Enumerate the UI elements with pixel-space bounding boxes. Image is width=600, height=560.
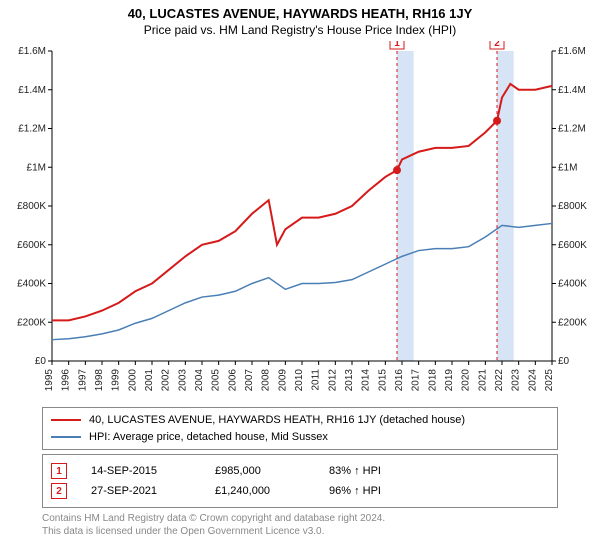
- svg-text:2004: 2004: [194, 369, 205, 392]
- svg-text:£1M: £1M: [27, 162, 46, 173]
- svg-text:2007: 2007: [244, 369, 255, 392]
- svg-text:2011: 2011: [311, 369, 322, 391]
- svg-text:2022: 2022: [494, 369, 505, 392]
- sales-table: 1 14-SEP-2015 £985,000 83% ↑ HPI 2 27-SEP-202…: [42, 454, 558, 508]
- svg-text:2020: 2020: [461, 369, 472, 392]
- footer-line-1: Contains HM Land Registry data © Crown c…: [42, 512, 558, 525]
- chart-svg: £0 £0 £200K £200K £400K £400K £600K £600K £800K £…: [0, 41, 600, 401]
- svg-text:£1.6M: £1.6M: [558, 46, 586, 57]
- legend-label: HPI: Average price, detached house, Mid …: [89, 429, 328, 446]
- svg-text:2012: 2012: [327, 369, 338, 392]
- svg-text:2001: 2001: [144, 369, 155, 392]
- svg-text:£1.2M: £1.2M: [558, 124, 586, 135]
- svg-text:£200K: £200K: [558, 317, 587, 328]
- svg-text:2025: 2025: [544, 369, 555, 392]
- svg-text:2018: 2018: [427, 369, 438, 392]
- svg-text:2005: 2005: [211, 369, 222, 392]
- svg-text:1998: 1998: [94, 369, 105, 392]
- svg-text:£600K: £600K: [17, 240, 46, 251]
- svg-text:£800K: £800K: [17, 201, 46, 212]
- svg-text:2019: 2019: [444, 369, 455, 392]
- svg-text:£800K: £800K: [558, 201, 587, 212]
- chart-subtitle: Price paid vs. HM Land Registry's House …: [0, 21, 600, 41]
- sale-row: 1 14-SEP-2015 £985,000 83% ↑ HPI: [51, 461, 549, 481]
- chart-area: £0 £0 £200K £200K £400K £400K £600K £600K £800K £…: [0, 41, 600, 401]
- sale-pct: 83% ↑ HPI: [329, 465, 419, 477]
- legend-swatch: [51, 436, 81, 438]
- svg-text:£400K: £400K: [558, 279, 587, 290]
- svg-text:2000: 2000: [127, 369, 138, 392]
- svg-text:2006: 2006: [227, 369, 238, 392]
- svg-text:2024: 2024: [527, 369, 538, 392]
- svg-text:2010: 2010: [294, 369, 305, 392]
- sale-date: 27-SEP-2021: [91, 485, 191, 497]
- svg-text:£1.4M: £1.4M: [558, 85, 586, 96]
- sale-price: £985,000: [215, 465, 305, 477]
- svg-text:2015: 2015: [377, 369, 388, 392]
- footer: Contains HM Land Registry data © Crown c…: [42, 512, 558, 538]
- sale-price: £1,240,000: [215, 485, 305, 497]
- legend-label: 40, LUCASTES AVENUE, HAYWARDS HEATH, RH1…: [89, 412, 465, 429]
- legend-item: 40, LUCASTES AVENUE, HAYWARDS HEATH, RH1…: [51, 412, 549, 429]
- sale-date: 14-SEP-2015: [91, 465, 191, 477]
- svg-text:1: 1: [394, 41, 400, 49]
- svg-text:2014: 2014: [361, 369, 372, 392]
- footer-line-2: This data is licensed under the Open Gov…: [42, 525, 558, 538]
- svg-text:£1M: £1M: [558, 162, 577, 173]
- svg-text:2008: 2008: [261, 369, 272, 392]
- svg-text:2023: 2023: [511, 369, 522, 392]
- legend-item: HPI: Average price, detached house, Mid …: [51, 429, 549, 446]
- sale-row: 2 27-SEP-2021 £1,240,000 96% ↑ HPI: [51, 481, 549, 501]
- svg-text:£200K: £200K: [17, 317, 46, 328]
- svg-text:2002: 2002: [161, 369, 172, 392]
- svg-text:1995: 1995: [44, 369, 55, 392]
- svg-text:2016: 2016: [394, 369, 405, 392]
- svg-text:2017: 2017: [411, 369, 422, 392]
- svg-text:2013: 2013: [344, 369, 355, 392]
- sale-marker: 2: [51, 483, 67, 499]
- svg-text:2003: 2003: [177, 369, 188, 392]
- svg-text:£1.2M: £1.2M: [18, 124, 46, 135]
- svg-text:£0: £0: [35, 356, 47, 367]
- sale-marker: 1: [51, 463, 67, 479]
- svg-text:1999: 1999: [111, 369, 122, 392]
- svg-text:£1.4M: £1.4M: [18, 85, 46, 96]
- svg-text:1997: 1997: [77, 369, 88, 392]
- chart-title: 40, LUCASTES AVENUE, HAYWARDS HEATH, RH1…: [0, 0, 600, 21]
- svg-text:2: 2: [494, 41, 500, 49]
- svg-text:£0: £0: [558, 356, 570, 367]
- svg-text:2009: 2009: [277, 369, 288, 392]
- svg-text:1996: 1996: [61, 369, 72, 392]
- svg-text:£600K: £600K: [558, 240, 587, 251]
- sale-pct: 96% ↑ HPI: [329, 485, 419, 497]
- legend: 40, LUCASTES AVENUE, HAYWARDS HEATH, RH1…: [42, 407, 558, 450]
- svg-text:2021: 2021: [477, 369, 488, 392]
- svg-text:£1.6M: £1.6M: [18, 46, 46, 57]
- legend-swatch: [51, 419, 81, 421]
- svg-text:£400K: £400K: [17, 279, 46, 290]
